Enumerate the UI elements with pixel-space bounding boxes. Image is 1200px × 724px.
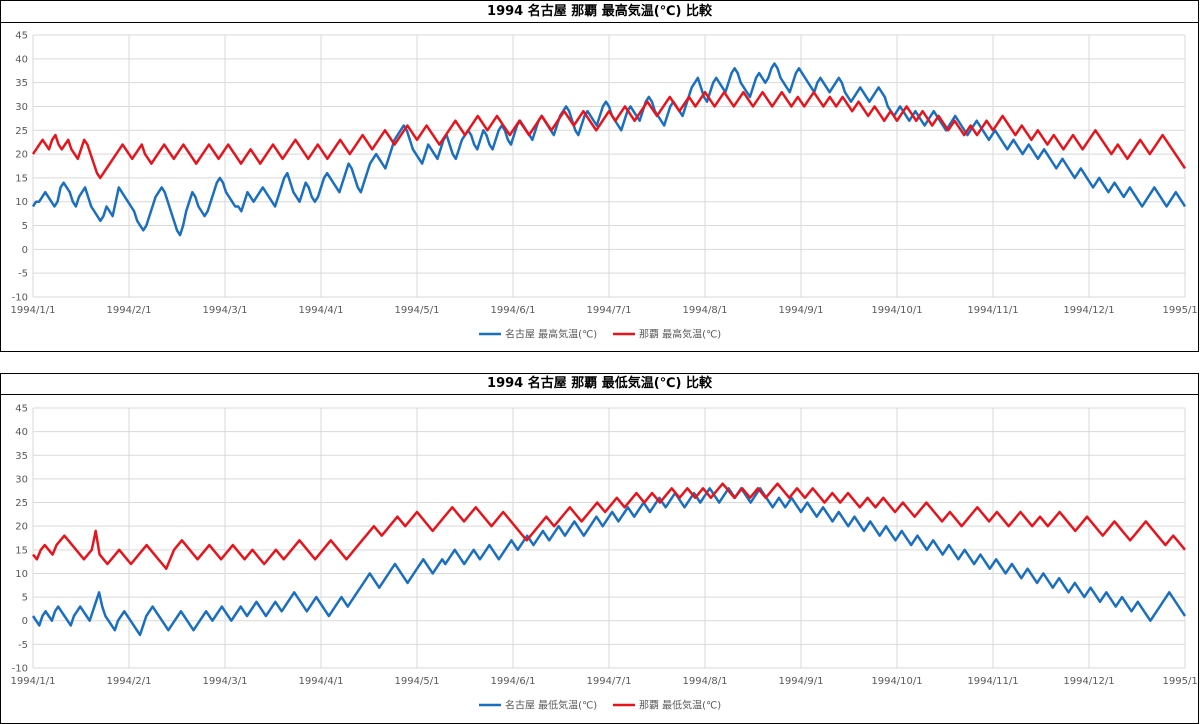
x-tick-label: 1994/10/1 xyxy=(871,676,922,687)
y-tick-label: 45 xyxy=(15,31,28,42)
x-tick-label: 1994/6/1 xyxy=(491,676,536,687)
y-tick-label: 45 xyxy=(15,404,28,415)
x-tick-label: 1994/11/1 xyxy=(967,305,1018,316)
y-tick-label: -5 xyxy=(18,269,28,280)
series-line-naha xyxy=(32,482,1186,570)
y-tick-label: 35 xyxy=(15,451,28,462)
x-tick-label: 1994/7/1 xyxy=(587,676,632,687)
y-tick-label: 10 xyxy=(15,569,28,580)
x-tick-label: 1994/5/1 xyxy=(395,305,440,316)
x-tick-label: 1994/11/1 xyxy=(967,676,1018,687)
x-tick-label: 1994/12/1 xyxy=(1063,676,1114,687)
y-tick-label: 0 xyxy=(22,245,28,256)
y-tick-label: 20 xyxy=(15,150,28,161)
y-tick-label: 25 xyxy=(15,126,28,137)
y-tick-label: 15 xyxy=(15,545,28,556)
y-tick-label: -10 xyxy=(12,293,28,304)
x-tick-label: 1994/5/1 xyxy=(395,676,440,687)
series-line-naha xyxy=(31,90,1187,180)
x-tick-label: 1994/9/1 xyxy=(779,305,824,316)
x-tick-label: 1994/4/1 xyxy=(299,305,344,316)
y-tick-label: 40 xyxy=(15,427,28,438)
x-tick-label: 1994/4/1 xyxy=(299,676,344,687)
legend-label: 名古屋 最低気温(℃) xyxy=(505,699,597,712)
max-temp-chart-panel: 1994 名古屋 那覇 最高気温(℃) 比較 -10 -5 0 5 10 15 20 25 30… xyxy=(0,0,1199,352)
y-tick-label: -5 xyxy=(18,640,28,651)
series-line-nagoya xyxy=(31,487,1187,637)
y-tick-label: 5 xyxy=(22,221,28,232)
x-tick-label: 1994/6/1 xyxy=(491,305,536,316)
y-tick-label: 35 xyxy=(15,78,28,89)
y-tick-label: 15 xyxy=(15,173,28,184)
x-tick-label: 1994/3/1 xyxy=(203,676,248,687)
x-tick-label: 1995/1/1 xyxy=(1163,676,1198,687)
y-tick-label: -10 xyxy=(12,664,28,675)
x-tick-label: 1994/3/1 xyxy=(203,305,248,316)
legend-label: 那覇 最低気温(℃) xyxy=(639,699,721,712)
y-tick-label: 10 xyxy=(15,197,28,208)
min-temp-chart-panel: 1994 名古屋 那覇 最低気温(℃) 比較 -10 -5 0 5 10 15 20 25 30… xyxy=(0,373,1199,724)
x-tick-label: 1994/8/1 xyxy=(683,676,728,687)
y-tick-label: 20 xyxy=(15,522,28,533)
y-tick-label: 5 xyxy=(22,593,28,604)
x-tick-label: 1994/12/1 xyxy=(1063,305,1114,316)
x-tick-label: 1994/8/1 xyxy=(683,305,728,316)
max-temp-chart: -10 -5 0 5 10 15 20 25 30 35 40 45 1994/1/1 1994/2/1 1… xyxy=(11,31,1198,341)
x-tick-label: 1994/1/1 xyxy=(11,676,56,687)
y-tick-label: 0 xyxy=(22,616,28,627)
x-tick-label: 1994/10/1 xyxy=(871,305,922,316)
x-tick-label: 1994/7/1 xyxy=(587,305,632,316)
y-tick-label: 40 xyxy=(15,54,28,65)
min-temp-chart: -10 -5 0 5 10 15 20 25 30 35 40 45 1994/1/1 1994/2/1 1… xyxy=(11,404,1198,712)
legend-label: 那覇 最高気温(℃) xyxy=(639,328,721,341)
x-tick-label: 1994/2/1 xyxy=(107,676,152,687)
y-tick-label: 30 xyxy=(15,474,28,485)
y-tick-label: 30 xyxy=(15,102,28,113)
chart-title: 1994 名古屋 那覇 最低気温(℃) 比較 xyxy=(1,374,1198,395)
series-line-nagoya xyxy=(31,62,1187,237)
x-tick-label: 1994/2/1 xyxy=(107,305,152,316)
x-tick-label: 1994/1/1 xyxy=(11,305,56,316)
legend-label: 名古屋 最高気温(℃) xyxy=(505,328,597,341)
y-tick-label: 25 xyxy=(15,498,28,509)
x-tick-label: 1994/9/1 xyxy=(779,676,824,687)
chart-title: 1994 名古屋 那覇 最高気温(℃) 比較 xyxy=(1,1,1198,23)
x-tick-label: 1995/1/1 xyxy=(1163,305,1198,316)
